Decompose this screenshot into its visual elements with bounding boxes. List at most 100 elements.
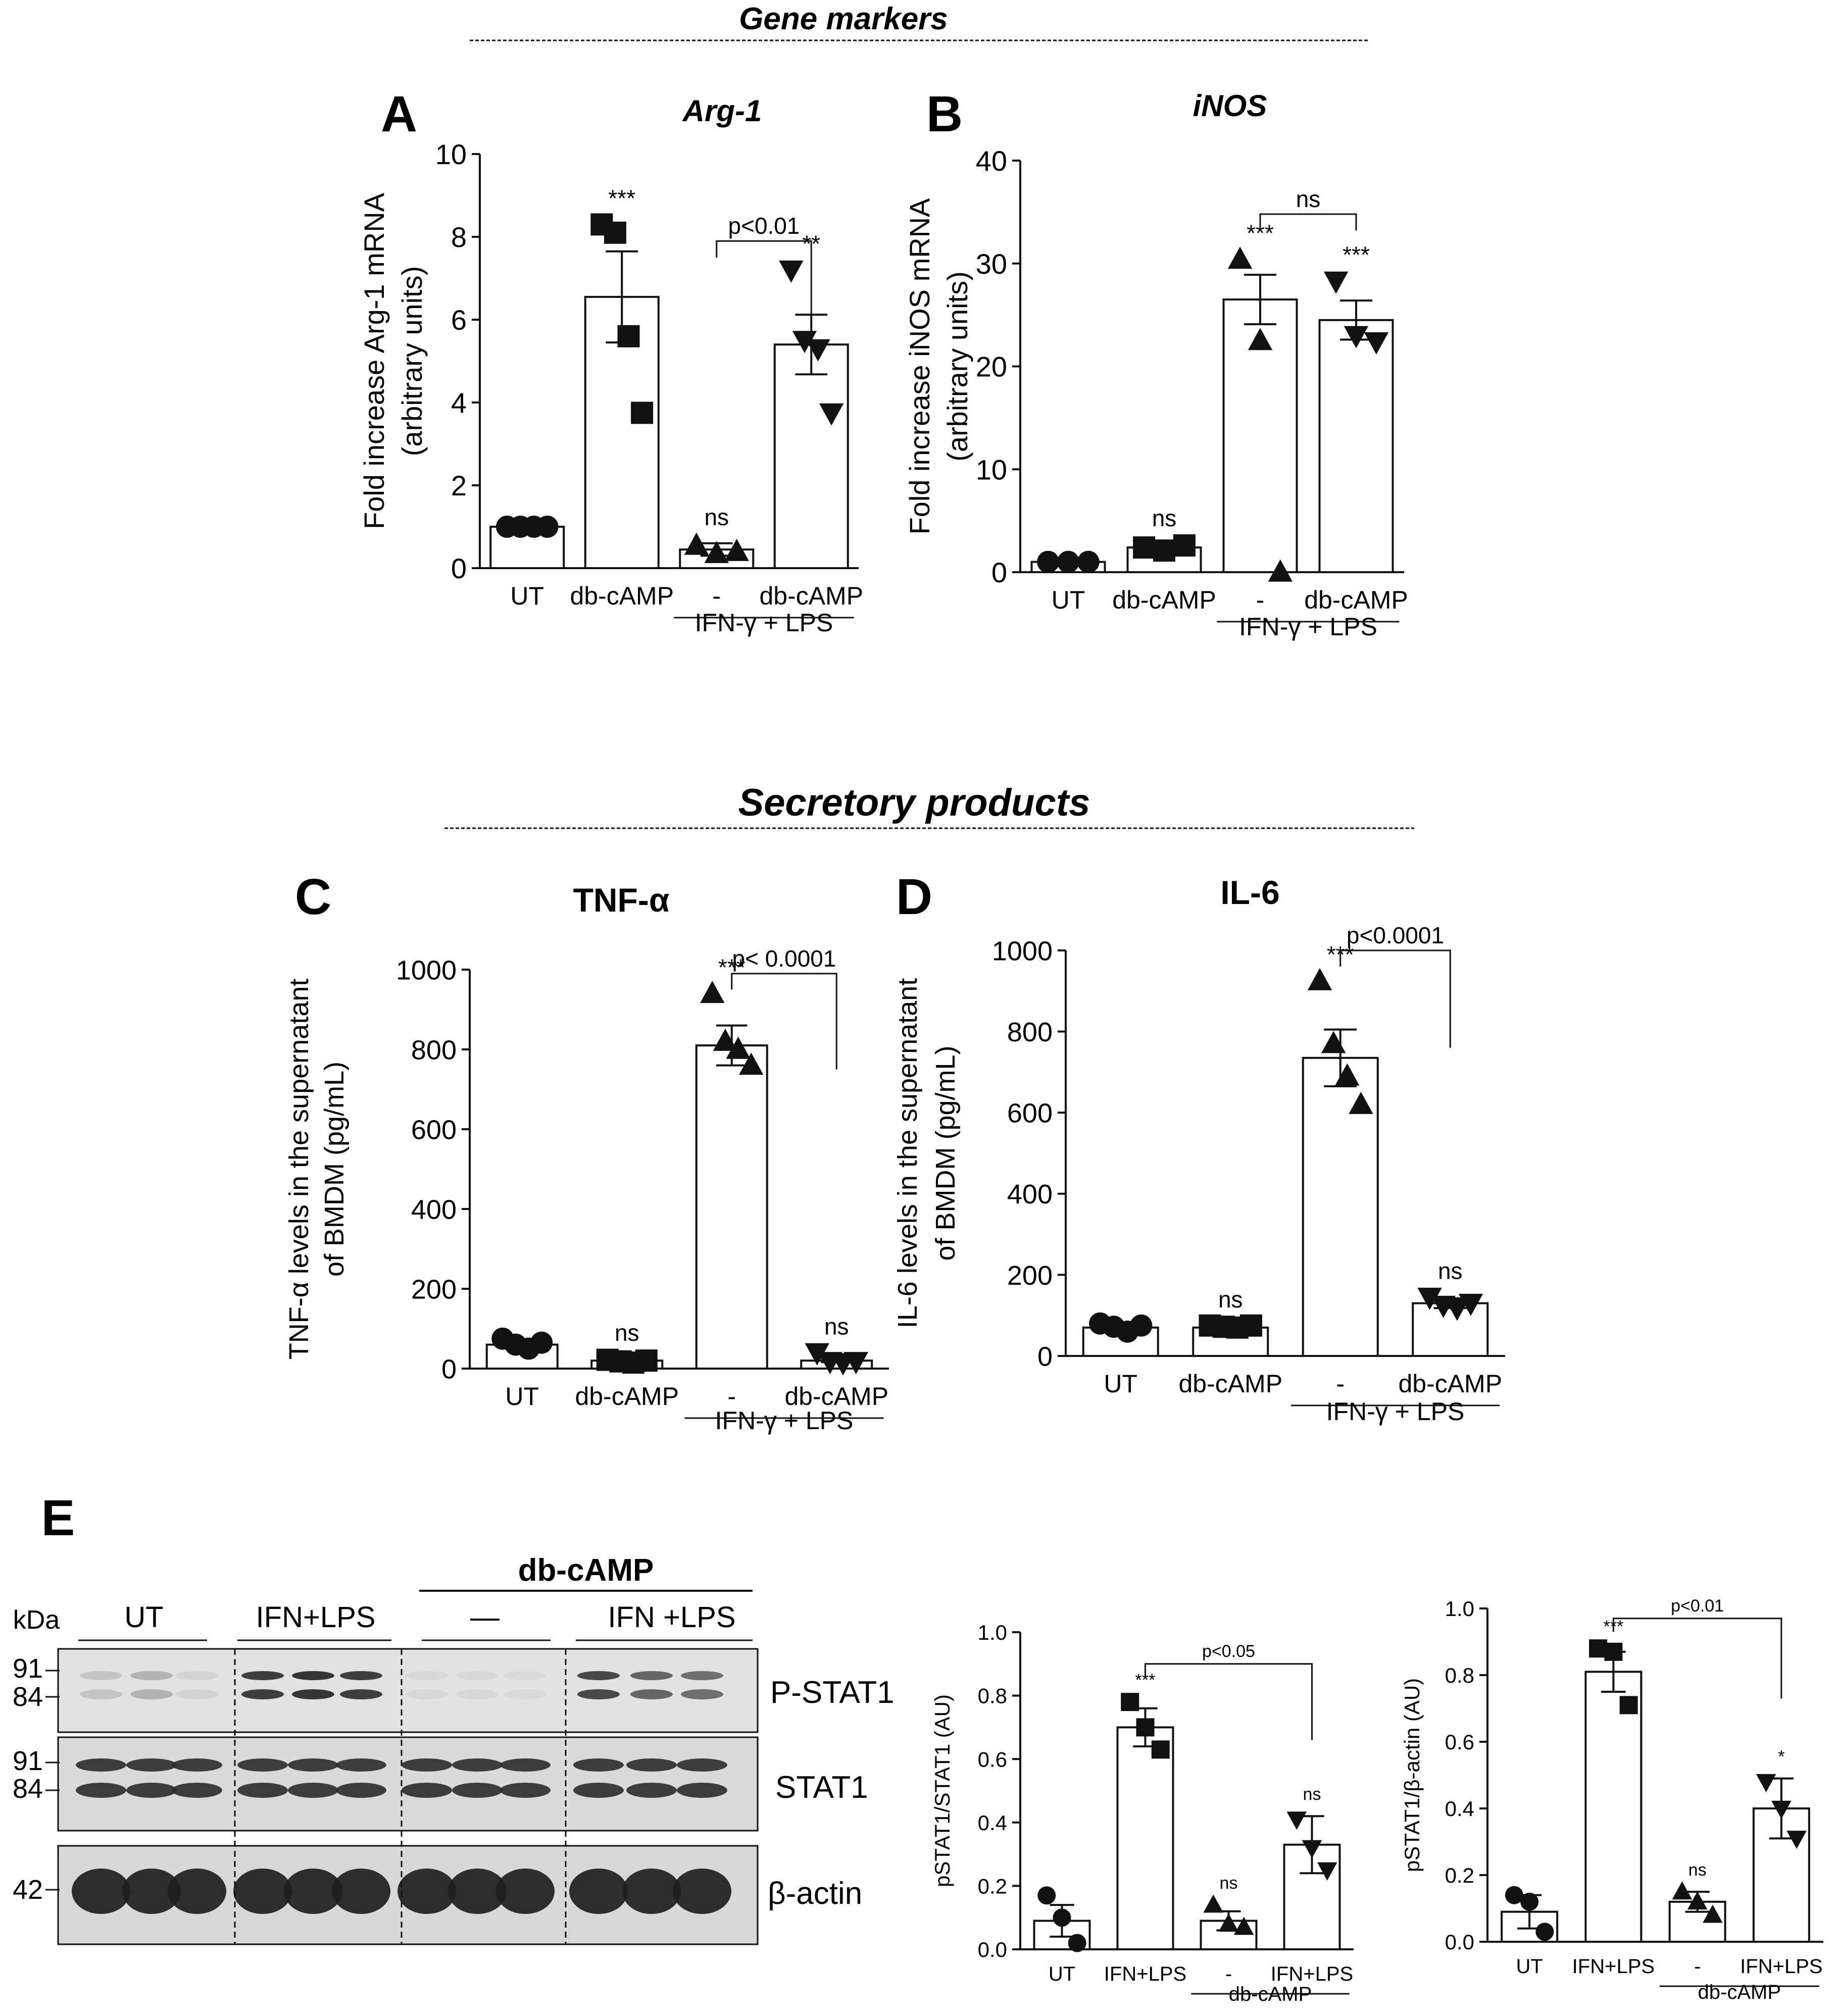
data-point: [806, 339, 830, 362]
y-tick-label: 0.2: [1445, 1863, 1474, 1887]
band-stat1-lower: [76, 1783, 126, 1798]
significance-label: ns: [824, 1313, 849, 1339]
band-pstat1-lower: [577, 1689, 620, 1699]
comparison-label: p<0.01: [1671, 1596, 1724, 1616]
y-tick-label: 20: [976, 351, 1007, 383]
data-point: [1153, 539, 1175, 562]
band-beta-actin: [168, 1869, 226, 1914]
y-tick-label: 8: [451, 221, 467, 253]
comparison-label: p<0.01: [728, 213, 800, 239]
data-point: [1136, 1718, 1155, 1737]
y-tick-label: 0.6: [1445, 1730, 1474, 1754]
category-label: -: [1336, 1370, 1345, 1398]
band-pstat1-upper: [340, 1671, 382, 1680]
data-point: [617, 325, 640, 347]
group-label: IFN-γ + LPS: [1326, 1397, 1465, 1426]
band-beta-actin: [72, 1869, 130, 1914]
y-tick-label: 600: [411, 1115, 457, 1145]
data-point: [631, 401, 654, 424]
y-tick-label: 40: [976, 145, 1007, 177]
data-point: [1053, 1908, 1071, 1927]
band-stat1-lower: [626, 1783, 677, 1798]
y-tick-label: 400: [1007, 1179, 1053, 1209]
category-label: IFN+LPS: [1271, 1963, 1353, 1985]
band-beta-actin: [448, 1869, 507, 1914]
band-pstat1-upper: [681, 1671, 723, 1680]
band-stat1-upper: [452, 1758, 503, 1772]
y-axis-label: of BMDM (pg/mL): [930, 1045, 961, 1261]
db-camp-header: db-cAMP: [518, 1553, 654, 1588]
y-axis-label: (arbitrary units): [941, 271, 973, 462]
data-point: [1218, 1913, 1239, 1932]
kda-label: kDa: [13, 1605, 60, 1635]
comparison-bracket: [1145, 1663, 1313, 1740]
y-tick-label: 0.2: [978, 1875, 1007, 1898]
band-beta-actin: [496, 1869, 555, 1914]
data-point: [1364, 332, 1389, 355]
band-pstat1-upper: [406, 1671, 448, 1680]
significance-label: ns: [1438, 1258, 1463, 1284]
y-tick-label: 800: [1007, 1017, 1053, 1047]
data-point: [1321, 1031, 1346, 1053]
data-point: [684, 532, 709, 555]
data-point: [1335, 1063, 1360, 1086]
y-tick-label: 2: [451, 470, 467, 501]
data-point: [1344, 326, 1369, 348]
data-point: [1227, 246, 1253, 269]
band-stat1-lower: [288, 1783, 338, 1798]
significance-label: ns: [1303, 1785, 1321, 1804]
chart-inos: iNOS 0 10 20 30 40 Fold increase iNOS mRNA (arb…: [904, 89, 1408, 641]
group-label: db-cAMP: [1229, 1983, 1312, 2005]
blot-stat1-marker-84: 84: [13, 1774, 43, 1804]
data-point: [1505, 1886, 1523, 1904]
blot-stat1-label: STAT1: [775, 1770, 868, 1805]
data-point: [704, 541, 729, 563]
data-point: [1756, 1774, 1776, 1792]
y-axis-label: (arbitrary units): [396, 266, 428, 457]
category-label: -: [1256, 586, 1265, 614]
bar: [695, 1044, 768, 1370]
group-label: IFN-γ + LPS: [715, 1406, 854, 1435]
data-point: [1445, 1298, 1470, 1321]
bar: [773, 343, 849, 569]
bar: [1412, 1302, 1489, 1357]
y-tick-label: 800: [411, 1035, 457, 1065]
category-label: -: [712, 582, 721, 610]
data-point: [1151, 1740, 1170, 1759]
comparison-bracket: [1612, 1618, 1782, 1699]
data-point: [1133, 536, 1156, 559]
y-tick-label: 30: [976, 248, 1007, 280]
y-axis-label: TNF-α levels in the supernatant: [284, 979, 314, 1360]
band-beta-actin: [397, 1869, 456, 1914]
data-point: [1268, 559, 1293, 582]
data-point: [1619, 1696, 1638, 1715]
y-axis-label: pSTAT1/STAT1 (AU): [930, 1694, 954, 1887]
band-beta-actin: [332, 1869, 390, 1914]
band-stat1-upper: [500, 1758, 551, 1772]
data-point: [1302, 1840, 1322, 1858]
y-tick-label: 1000: [992, 936, 1053, 966]
blot-stat1-marker-91: 91: [13, 1746, 43, 1776]
comparison-label: p< 0.0001: [732, 945, 836, 972]
chart-title: iNOS: [1193, 89, 1267, 123]
significance-label: ns: [1220, 1874, 1238, 1893]
band-stat1-upper: [402, 1758, 452, 1772]
band-pstat1-upper: [176, 1671, 218, 1680]
band-beta-actin: [122, 1869, 181, 1914]
data-point: [1349, 1091, 1373, 1114]
category-label: -: [1694, 1955, 1701, 1978]
y-tick-label: 0.4: [978, 1811, 1007, 1835]
data-point: [1057, 550, 1079, 573]
blot-pstat1: 91 84 P-STAT1: [13, 1648, 894, 1733]
bar: [1318, 319, 1394, 573]
data-point: [1233, 1917, 1254, 1935]
data-point: [713, 1028, 738, 1051]
y-tick-label: 0.4: [1445, 1797, 1474, 1821]
data-point: [1458, 1293, 1483, 1316]
y-axis-label: pSTAT1/β-actin (AU): [1400, 1678, 1424, 1872]
band-stat1-upper: [172, 1758, 222, 1772]
band-pstat1-lower: [630, 1689, 673, 1699]
data-point: [779, 260, 804, 283]
data-point: [1604, 1642, 1623, 1661]
category-label: IFN+LPS: [1104, 1963, 1186, 1985]
